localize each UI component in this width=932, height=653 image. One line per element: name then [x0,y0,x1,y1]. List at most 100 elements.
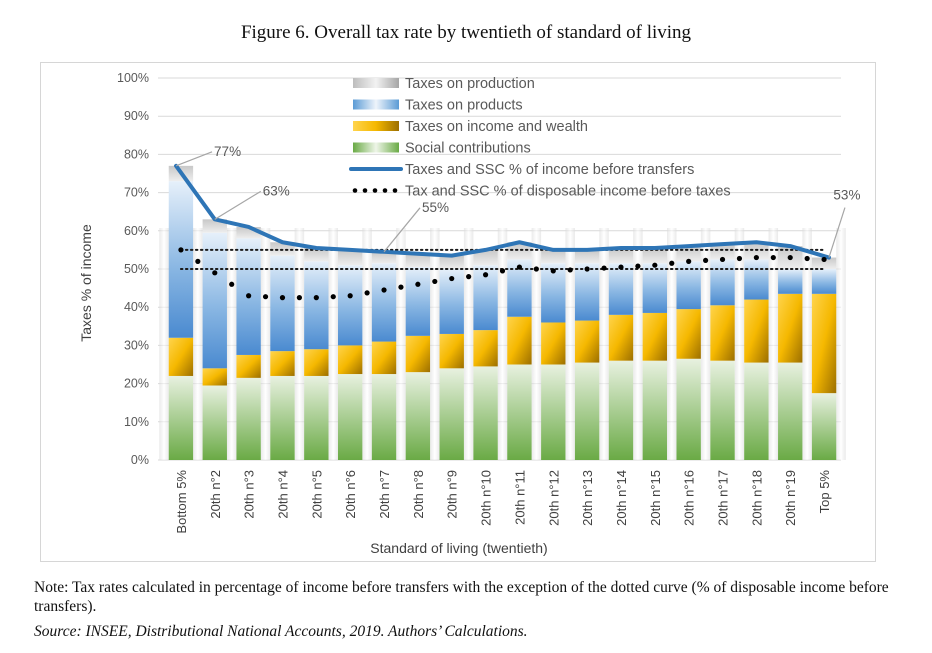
bar-stack [304,247,329,460]
bar-stack [811,257,837,460]
dot-disposable-income [178,247,184,253]
bar-stack [507,242,532,460]
bar-gap [802,228,812,460]
dot-disposable-income [516,264,523,270]
bar-segment-taxes-income-wealth [236,354,261,378]
figure-title: Figure 6. Overall tax rate by twentieth … [240,22,692,43]
dot-disposable-income [347,293,353,299]
bar-segment-taxes-products [405,267,431,336]
annotation-label: 63% [263,183,290,198]
dot-disposable-income [584,266,590,272]
bar-segment-taxes-products [608,263,634,315]
dot-disposable-income [635,263,641,269]
bar-stack [541,249,566,460]
bar-segment-taxes-income-wealth [202,368,227,386]
bar-segment-taxes-income-wealth [337,345,363,375]
bar-segment-taxes-production [439,255,464,269]
bar-segment-taxes-production [608,247,634,264]
dot-disposable-income [449,275,455,282]
bar-segment-taxes-products [202,232,227,369]
bar-segment-taxes-products [811,269,837,294]
x-tick-label: 20th n°13 [580,470,595,526]
bar-stack [202,219,227,460]
bar-gap [226,228,237,460]
bar-stack [744,242,769,460]
bar-stack [676,246,701,460]
dot-disposable-income [364,290,370,296]
bar-gap [768,228,779,460]
bar-segment-taxes-products [574,263,600,321]
x-tick-label: 20th n°17 [716,470,731,526]
bar-segment-social-contributions [371,374,397,460]
dot-disposable-income [686,258,692,264]
x-tick-label: 20th n°5 [309,470,324,519]
bar-segment-social-contributions [439,368,464,460]
x-tick-label: Bottom 5% [174,470,189,534]
legend-label: Tax and SSC % of disposable income befor… [405,184,731,200]
dot-disposable-income [787,254,793,261]
legend-swatch [353,142,399,153]
annotation-leader-line [383,207,421,253]
dot-disposable-income [432,278,438,285]
bar-segment-social-contributions [541,364,566,460]
annotation-label: 77% [214,144,241,159]
bar-stack [642,247,668,460]
dot-disposable-income [601,265,607,271]
bar-stack [778,246,803,460]
x-axis-tick-labels: Bottom 5% 20th n°2 20th n°3 20th n°4 20th n°… [174,470,832,534]
legend-label: Taxes on income and wealth [405,119,588,135]
bar-segment-taxes-products [304,261,329,350]
bar-segment-taxes-production [642,247,668,264]
legend-dot-swatch [392,188,398,193]
bar-segment-social-contributions [168,375,194,460]
y-tick-label: 70% [124,186,149,200]
legend-dot-swatch [382,188,388,193]
bar-segment-taxes-income-wealth [270,351,295,376]
bar-segment-taxes-income-wealth [744,299,769,363]
legend-label: Taxes on production [405,76,535,92]
x-tick-label: 20th n°12 [546,470,561,526]
line-taxes-ssc-income-before-transfers [174,163,831,260]
bar-segment-taxes-income-wealth [439,333,464,369]
bar-segment-social-contributions [676,358,701,460]
bar-gap [565,228,575,460]
dot-disposable-income [652,262,658,268]
legend-label: Taxes on products [405,98,523,114]
legend-item: Social contributions [353,141,531,157]
x-axis-title: Standard of living (twentieth) [370,540,547,556]
dot-disposable-income [246,293,252,299]
bar-segment-taxes-income-wealth [304,349,329,376]
dot-disposable-income [330,294,336,300]
legend-dot-swatch [352,188,358,193]
legend-swatch [353,121,399,131]
bar-segment-taxes-products [168,181,194,338]
dot-disposable-income [753,254,759,261]
bar-gap [633,228,643,460]
bar-segment-social-contributions [642,360,668,460]
x-tick-label: 20th n°3 [242,470,257,519]
bar-gap [667,228,677,460]
bar-segment-taxes-income-wealth [541,322,566,365]
dot-disposable-income [229,281,235,287]
y-tick-label: 40% [124,300,149,314]
x-tick-label: 20th n°16 [682,470,697,526]
bar-segment-social-contributions [236,377,261,460]
dot-disposable-income [262,294,269,300]
bar-segment-taxes-production [371,251,397,264]
series-lines [174,163,831,301]
y-tick-label: 30% [124,338,149,352]
y-tick-label: 60% [124,224,149,238]
bar-segment-taxes-products [778,269,803,294]
bar-segment-taxes-income-wealth [608,314,634,361]
annotation-leader-line [214,190,262,220]
bar-gap [362,228,372,460]
bar-segment-social-contributions [778,362,803,460]
dot-disposable-income [804,255,810,262]
dot-disposable-income [212,270,218,276]
bar-stack [608,247,634,460]
dot-disposable-income [618,264,624,270]
bar-segment-taxes-production [236,226,261,239]
dot-disposable-income [482,272,489,278]
bar-segment-taxes-income-wealth [574,320,600,363]
bar-segment-taxes-income-wealth [778,293,803,363]
